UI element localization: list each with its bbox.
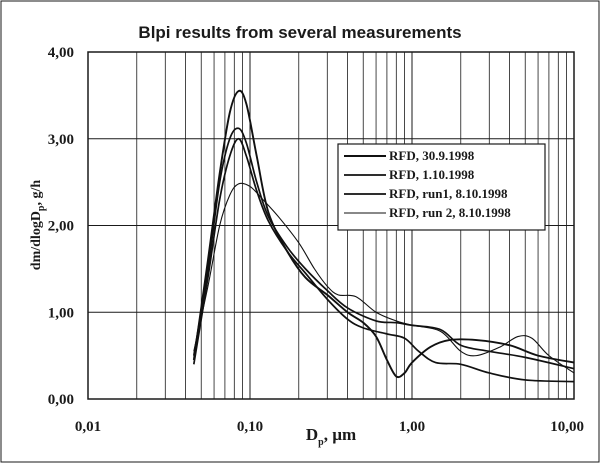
x-axis-label-sub: p [318, 437, 324, 448]
y-axis-label: dm/dlogDp, g/h [29, 180, 47, 271]
plot-area-frame [87, 51, 575, 400]
y-tick-label: 3,00 [48, 132, 74, 148]
legend: RFD, 30.9.1998 RFD, 1.10.1998 RFD, run1, 8… [337, 143, 546, 231]
legend-label-1: RFD, 30.9.1998 [389, 148, 475, 163]
x-axis-label-main: D [306, 425, 318, 444]
legend-label-2: RFD, 1.10.1998 [389, 167, 475, 182]
y-tick-label: 1,00 [48, 305, 74, 321]
y-tick-label: 2,00 [48, 219, 74, 235]
y-tick-labels: 0,00 1,00 2,00 3,00 4,00 [48, 45, 74, 408]
x-tick-label: 1,00 [399, 419, 425, 435]
y-tick-label: 0,00 [48, 392, 74, 408]
chart-title: Blpi results from several measurements [138, 23, 461, 42]
x-tick-label: 10,00 [550, 419, 584, 435]
x-tick-label: 0,10 [237, 419, 263, 435]
series-group [192, 89, 575, 383]
legend-label-4: RFD, run 2, 8.10.1998 [389, 205, 511, 220]
series-line-2 [192, 127, 575, 370]
y-tick-label: 4,00 [48, 45, 74, 61]
x-tick-label: 0,01 [75, 419, 101, 435]
legend-label-3: RFD, run1, 8.10.1998 [389, 186, 508, 201]
x-tick-labels: 0,01 0,10 1,00 10,00 [75, 419, 584, 435]
y-axis-label-post: , g/h [29, 180, 44, 206]
series-line-3 [192, 137, 575, 383]
series-line-1 [192, 89, 575, 379]
x-axis-label: Dp, µm [306, 425, 356, 448]
series-line-4 [193, 182, 575, 374]
legend-box [337, 143, 546, 231]
y-axis-label-pre: dm/dlogD [29, 211, 44, 270]
x-axis-label-unit: , µm [324, 425, 356, 444]
y-axis-label-sub: p [36, 205, 47, 211]
